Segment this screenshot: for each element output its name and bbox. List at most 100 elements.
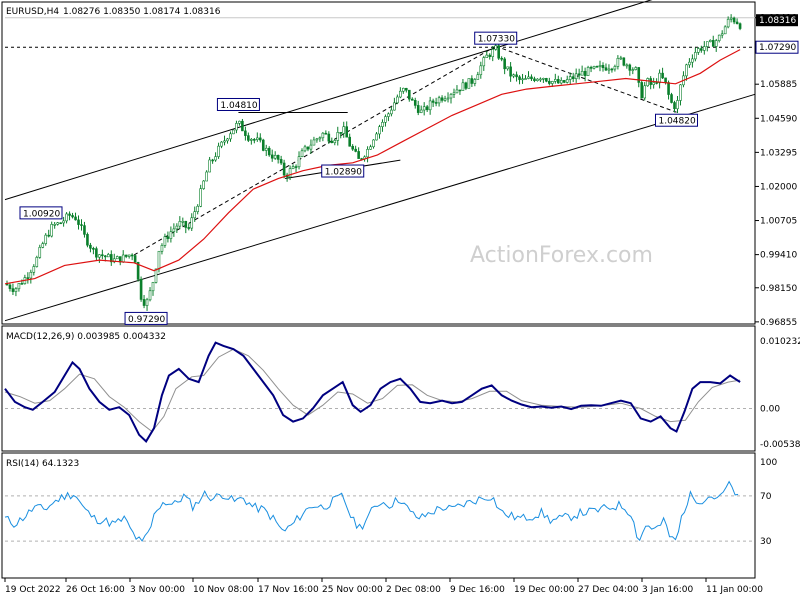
- price-axis-label: 1.03295: [760, 148, 797, 158]
- candle-body: [554, 79, 557, 82]
- rsi-layer: [4, 480, 755, 542]
- candle-body: [506, 66, 509, 70]
- candle-body: [351, 145, 354, 150]
- candle-body: [98, 254, 101, 258]
- annotation-label: 1.00920: [23, 209, 60, 219]
- candle-body: [393, 102, 396, 111]
- candle-body: [232, 129, 235, 135]
- candle-body: [482, 57, 486, 67]
- candle-body: [17, 283, 21, 290]
- candle-body: [473, 79, 477, 84]
- candle-body: [276, 155, 280, 160]
- candle-body: [139, 278, 143, 300]
- candle-body: [101, 254, 104, 257]
- candle-body: [551, 81, 554, 84]
- candle-body: [333, 140, 337, 144]
- time-axis-label: 17 Nov 16:00: [258, 585, 319, 595]
- candle-body: [574, 73, 578, 80]
- candle-body: [494, 45, 498, 50]
- trend-line: [4, 0, 653, 201]
- candle-body: [413, 100, 417, 106]
- candle-body: [527, 76, 530, 79]
- candle-body: [592, 66, 596, 69]
- annotation-box: [216, 97, 260, 111]
- candle-body: [399, 90, 402, 98]
- candle-body: [315, 138, 319, 141]
- candle-body: [226, 138, 229, 142]
- candle-body: [112, 258, 116, 263]
- candle-body: [184, 220, 188, 228]
- time-axis-label: 3 Nov 00:00: [130, 585, 185, 595]
- candle-body: [446, 97, 450, 100]
- macd-layer: [4, 341, 755, 443]
- candle-body: [20, 283, 24, 285]
- candle-body: [211, 159, 214, 162]
- candle-body: [440, 97, 444, 101]
- candle-body: [455, 89, 459, 94]
- candle-body: [348, 136, 351, 147]
- candle-body: [214, 156, 217, 161]
- candle-body: [190, 217, 194, 229]
- time-axis-label: 19 Oct 2022: [5, 585, 61, 595]
- rsi-title: RSI(14) 64.1323: [6, 459, 79, 469]
- candle-body: [109, 254, 113, 263]
- time-axis-label: 25 Nov 00:00: [322, 585, 383, 595]
- candle-body: [86, 234, 89, 246]
- candle-body: [571, 76, 575, 80]
- current-price-marker: [756, 14, 798, 27]
- candle-body: [545, 78, 548, 82]
- candle-body: [107, 254, 110, 258]
- candle-body: [56, 222, 59, 225]
- candle-body: [583, 70, 587, 76]
- candle-body: [250, 139, 253, 141]
- candle-body: [568, 76, 572, 80]
- candle-body: [542, 78, 545, 80]
- annotation-label: 1.04820: [658, 117, 695, 127]
- candle-body: [577, 73, 581, 76]
- level-label-box: [755, 40, 799, 54]
- candle-body: [241, 120, 244, 132]
- price-axis-label: 0.99410: [760, 251, 797, 261]
- candle-body: [199, 188, 202, 207]
- candle-body: [485, 54, 489, 58]
- candle-body: [378, 126, 381, 135]
- candle-body: [500, 57, 503, 60]
- annotation-label: 1.02890: [325, 168, 362, 178]
- candle-body: [74, 216, 77, 221]
- price-axis-label: 1.05885: [760, 80, 797, 90]
- candle-body: [405, 87, 408, 91]
- candle-body: [312, 139, 316, 146]
- candle-body: [375, 133, 378, 141]
- candle-body: [14, 288, 18, 292]
- candle-body: [667, 82, 670, 95]
- candle-body: [607, 68, 611, 71]
- candle-body: [384, 116, 387, 123]
- candle-body: [419, 109, 423, 113]
- macd-line: [4, 341, 741, 443]
- candle-body: [41, 243, 45, 248]
- candle-body: [464, 82, 468, 89]
- candle-body: [166, 236, 170, 239]
- candle-body: [253, 139, 256, 141]
- candle-body: [515, 74, 518, 78]
- candle-body: [705, 41, 709, 47]
- candle-body: [294, 166, 298, 168]
- candle-body: [428, 100, 432, 111]
- candle-body: [548, 80, 551, 84]
- candle-body: [38, 247, 42, 258]
- candle-body: [47, 234, 51, 237]
- candle-body: [235, 123, 238, 131]
- candle-body: [723, 26, 727, 35]
- time-axis-label: 26 Oct 16:00: [66, 585, 125, 595]
- candle-body: [175, 225, 179, 230]
- candle-body: [92, 248, 95, 250]
- candle-body: [387, 113, 390, 117]
- candle-body: [264, 147, 268, 151]
- price-axis-label: 1.04590: [760, 114, 797, 124]
- macd-signal-line: [4, 348, 741, 433]
- candle-body: [491, 49, 495, 57]
- candle-body: [354, 148, 357, 152]
- candle-body: [610, 68, 614, 71]
- candle-body: [559, 80, 563, 84]
- price-axis-label: 1.00705: [760, 217, 797, 227]
